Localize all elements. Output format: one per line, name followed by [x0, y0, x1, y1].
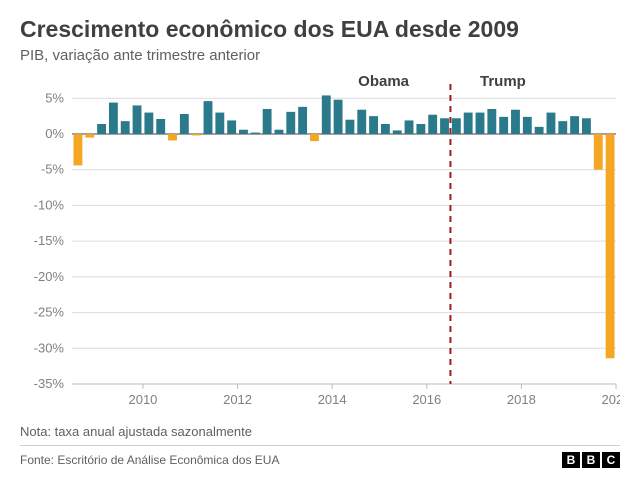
- bar: [85, 134, 94, 138]
- bar: [322, 95, 331, 134]
- bar: [275, 130, 284, 134]
- bar: [73, 134, 82, 165]
- chart-title: Crescimento econômico dos EUA desde 2009: [20, 16, 620, 43]
- x-tick-label: 2016: [412, 392, 441, 407]
- bar: [345, 120, 354, 134]
- bar: [582, 118, 591, 134]
- bar: [204, 101, 213, 134]
- chart-source: Fonte: Escritório de Análise Econômica d…: [20, 453, 279, 467]
- bar: [227, 120, 236, 134]
- y-tick-label: 0%: [45, 126, 64, 141]
- chart-subtitle: PIB, variação ante trimestre anterior: [20, 47, 620, 64]
- bar: [334, 100, 343, 134]
- bar-chart: 5% 0% -5% -10% -15% -20% -25% -30% -35% 2010 2012 2…: [20, 74, 620, 414]
- bar: [393, 130, 402, 134]
- bar: [440, 118, 449, 134]
- bbc-logo-block: B: [562, 452, 580, 468]
- bar: [298, 107, 307, 134]
- x-tick-label: 2010: [128, 392, 157, 407]
- bar: [535, 127, 544, 134]
- bar: [156, 119, 165, 134]
- chart: 5% 0% -5% -10% -15% -20% -25% -30% -35% 2010 2012 2…: [20, 74, 620, 414]
- bar: [97, 124, 106, 134]
- bar: [511, 110, 520, 134]
- bar: [547, 113, 556, 134]
- bar: [570, 116, 579, 134]
- bbc-logo: BBC: [562, 452, 620, 468]
- bar: [109, 103, 118, 134]
- bar: [133, 105, 142, 134]
- bar: [405, 120, 414, 134]
- bar: [476, 113, 485, 134]
- x-tick-label: 2020: [602, 392, 620, 407]
- bar: [523, 117, 532, 134]
- bar: [168, 134, 177, 140]
- bbc-logo-block: B: [582, 452, 600, 468]
- bar: [428, 115, 437, 134]
- y-tick-label: -25%: [34, 305, 65, 320]
- x-tick-label: 2018: [507, 392, 536, 407]
- y-tick-label: -35%: [34, 376, 65, 391]
- y-tick-label: -10%: [34, 197, 65, 212]
- bar: [416, 124, 425, 134]
- bar: [121, 121, 130, 134]
- era-label: Obama: [358, 74, 410, 90]
- bar: [251, 133, 260, 134]
- bar: [452, 118, 461, 134]
- bar: [606, 134, 615, 358]
- y-tick-label: -30%: [34, 340, 65, 355]
- bar: [558, 121, 567, 134]
- era-label: Trump: [480, 74, 526, 90]
- bar: [594, 134, 603, 170]
- y-tick-label: -5%: [41, 162, 65, 177]
- y-tick-label: -20%: [34, 269, 65, 284]
- chart-note: Nota: taxa anual ajustada sazonalmente: [20, 424, 620, 439]
- bar: [357, 110, 366, 134]
- bar: [310, 134, 319, 141]
- x-tick-label: 2012: [223, 392, 252, 407]
- bar: [381, 124, 390, 134]
- bar: [464, 113, 473, 134]
- bar: [215, 113, 224, 134]
- bar: [144, 113, 153, 134]
- bar: [239, 130, 248, 134]
- y-tick-label: -15%: [34, 233, 65, 248]
- y-tick-label: 5%: [45, 90, 64, 105]
- bar: [286, 112, 295, 134]
- x-tick-label: 2014: [318, 392, 347, 407]
- bar: [369, 116, 378, 134]
- bar: [487, 109, 496, 134]
- bar: [499, 117, 508, 134]
- bbc-logo-block: C: [602, 452, 620, 468]
- bar: [263, 109, 272, 134]
- bar: [192, 134, 201, 135]
- bar: [180, 114, 189, 134]
